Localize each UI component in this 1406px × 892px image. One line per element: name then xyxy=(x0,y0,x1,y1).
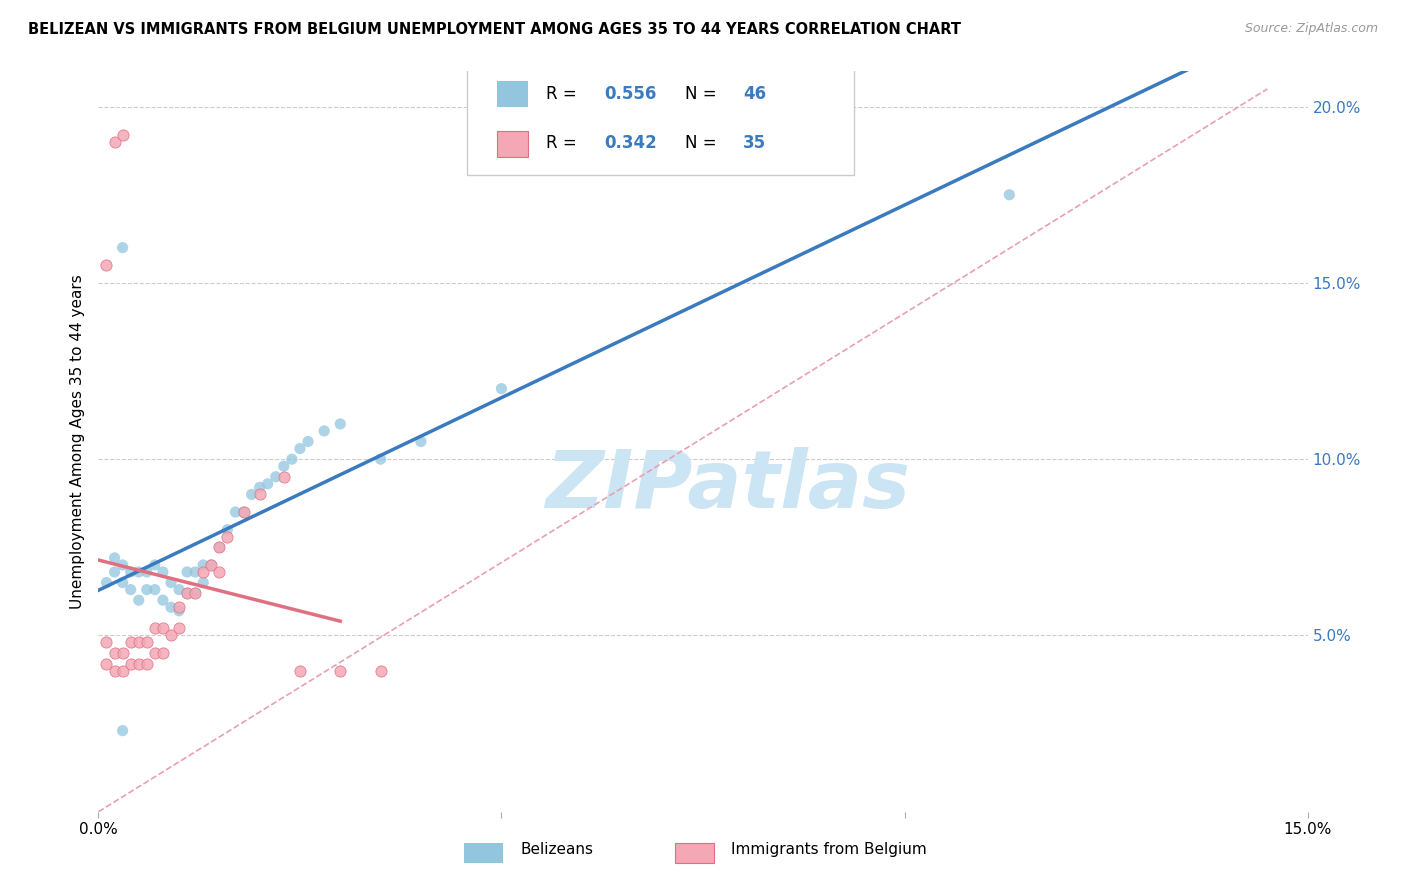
Point xyxy=(232,505,254,519)
Point xyxy=(143,582,166,597)
Point xyxy=(193,575,215,590)
Point xyxy=(152,621,174,635)
Point xyxy=(288,664,311,678)
Point xyxy=(111,128,134,142)
Point xyxy=(103,565,125,579)
Point xyxy=(135,657,157,671)
Text: 0.556: 0.556 xyxy=(603,85,657,103)
Point xyxy=(264,470,287,484)
FancyBboxPatch shape xyxy=(498,81,527,107)
Point xyxy=(120,582,142,597)
Point xyxy=(120,565,142,579)
Text: 46: 46 xyxy=(742,85,766,103)
Point xyxy=(370,664,392,678)
Point xyxy=(273,459,295,474)
Point xyxy=(120,635,142,649)
Point xyxy=(167,604,190,618)
FancyBboxPatch shape xyxy=(467,64,855,175)
Point xyxy=(193,558,215,572)
Text: R =: R = xyxy=(546,85,582,103)
Point xyxy=(256,476,278,491)
Point xyxy=(281,452,304,467)
Point xyxy=(111,723,134,738)
Point xyxy=(128,565,150,579)
Point xyxy=(135,565,157,579)
Point xyxy=(128,657,150,671)
Point xyxy=(184,586,207,600)
Point xyxy=(128,635,150,649)
Point xyxy=(184,565,207,579)
Point xyxy=(200,558,222,572)
Point xyxy=(288,442,311,456)
Point xyxy=(143,646,166,660)
Point xyxy=(111,575,134,590)
Point xyxy=(111,558,134,572)
Text: R =: R = xyxy=(546,134,582,153)
Point xyxy=(128,593,150,607)
Point xyxy=(152,593,174,607)
Point xyxy=(160,575,183,590)
Point xyxy=(370,452,392,467)
Point xyxy=(193,565,215,579)
Point xyxy=(184,586,207,600)
Point xyxy=(160,628,183,642)
Point xyxy=(111,646,134,660)
Point xyxy=(249,487,271,501)
Point xyxy=(176,586,198,600)
Point xyxy=(143,621,166,635)
Point xyxy=(217,523,239,537)
Point xyxy=(103,646,125,660)
Point xyxy=(176,565,198,579)
Text: ZIPatlas: ZIPatlas xyxy=(544,447,910,525)
Point xyxy=(329,664,352,678)
Point xyxy=(160,600,183,615)
Point xyxy=(103,135,125,149)
Point xyxy=(208,541,231,555)
Point xyxy=(208,565,231,579)
Point xyxy=(232,505,254,519)
Point xyxy=(96,258,118,272)
Point xyxy=(176,586,198,600)
Point xyxy=(167,621,190,635)
Point xyxy=(96,635,118,649)
FancyBboxPatch shape xyxy=(498,130,527,156)
Point xyxy=(135,635,157,649)
Point xyxy=(208,541,231,555)
Point xyxy=(96,657,118,671)
Point xyxy=(273,470,295,484)
Text: N =: N = xyxy=(685,85,721,103)
Point xyxy=(297,434,319,449)
Point xyxy=(329,417,352,431)
Point xyxy=(111,241,134,255)
Point xyxy=(217,530,239,544)
Point xyxy=(998,187,1021,202)
Point xyxy=(491,382,513,396)
Point xyxy=(120,657,142,671)
Point xyxy=(409,434,432,449)
Point xyxy=(167,600,190,615)
Point xyxy=(103,664,125,678)
Point xyxy=(224,505,246,519)
Text: Source: ZipAtlas.com: Source: ZipAtlas.com xyxy=(1244,22,1378,36)
Y-axis label: Unemployment Among Ages 35 to 44 years: Unemployment Among Ages 35 to 44 years xyxy=(69,274,84,609)
Point xyxy=(103,550,125,565)
Point xyxy=(249,480,271,494)
Text: Immigrants from Belgium: Immigrants from Belgium xyxy=(731,842,927,856)
Text: Belizeans: Belizeans xyxy=(520,842,593,856)
Text: BELIZEAN VS IMMIGRANTS FROM BELGIUM UNEMPLOYMENT AMONG AGES 35 TO 44 YEARS CORRE: BELIZEAN VS IMMIGRANTS FROM BELGIUM UNEM… xyxy=(28,22,962,37)
Point xyxy=(200,558,222,572)
Point xyxy=(111,664,134,678)
Point xyxy=(152,646,174,660)
Point xyxy=(240,487,263,501)
Point xyxy=(167,582,190,597)
Text: 0.342: 0.342 xyxy=(603,134,657,153)
Point xyxy=(96,575,118,590)
Point xyxy=(314,424,336,438)
Point xyxy=(135,582,157,597)
Point xyxy=(152,565,174,579)
Text: 35: 35 xyxy=(742,134,766,153)
Text: N =: N = xyxy=(685,134,721,153)
Point xyxy=(143,558,166,572)
